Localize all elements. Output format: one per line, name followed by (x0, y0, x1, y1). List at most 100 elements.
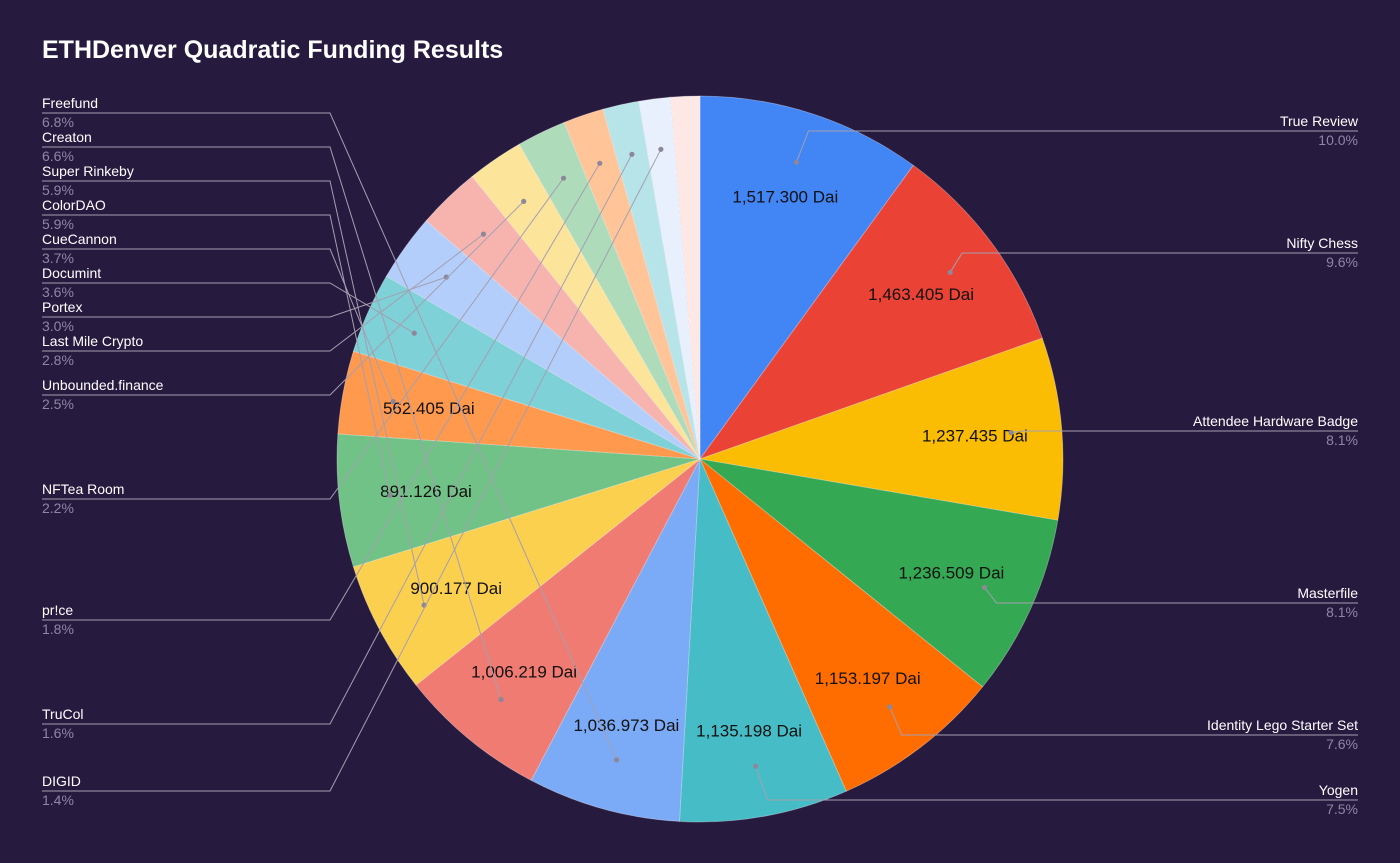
slice-percent-portex: 3.0% (42, 318, 74, 334)
leader-line-colordao (42, 214, 391, 496)
leader-dot-identity-lego-starter-set (887, 704, 893, 710)
slice-value-true-review: 1,517.300 Dai (732, 188, 838, 207)
leader-line-last-mile-crypto (42, 233, 484, 352)
leader-dot-trucol (629, 151, 635, 157)
slice-percent-masterfile: 8.1% (1326, 604, 1358, 620)
slice-percent-digid: 1.4% (42, 792, 74, 808)
slice-value-attendee-hardware-badge: 1,237.435 Dai (922, 427, 1028, 446)
leader-dot-pr-ce (597, 160, 603, 166)
slice-percent-cuecannon: 3.7% (42, 250, 74, 266)
pie-slice-super-rinkeby (352, 458, 701, 686)
pie-slice-cuecannon (337, 350, 701, 460)
slice-percent-trucol: 1.6% (42, 725, 74, 741)
slice-percent-attendee-hardware-badge: 8.1% (1326, 432, 1358, 448)
pie-slice-portex (385, 220, 701, 460)
leader-dot-yogen (753, 763, 759, 769)
slice-label-cuecannon: CueCannon (42, 231, 117, 247)
leader-dot-portex (443, 274, 449, 280)
leader-line-attendee-hardware-badge (1011, 430, 1358, 434)
leader-dot-digid (658, 146, 664, 152)
leader-line-true-review (796, 130, 1358, 163)
pie-slice-trucol (602, 100, 701, 460)
leader-dot-attendee-hardware-badge (1008, 430, 1014, 436)
slice-value-creaton: 1,006.219 Dai (471, 663, 577, 682)
pie-slice-true-review (699, 95, 914, 461)
slice-percent-nifty-chess: 9.6% (1326, 254, 1358, 270)
slice-label-documint: Documint (42, 265, 101, 281)
slice-percent-super-rinkeby: 5.9% (42, 182, 74, 198)
slice-label-masterfile: Masterfile (1297, 585, 1358, 601)
pie-slices (336, 95, 1064, 823)
slice-value-nifty-chess: 1,463.405 Dai (868, 285, 974, 304)
leader-dot-last-mile-crypto (480, 231, 487, 237)
pie-slice-identity-lego-starter-set (699, 458, 984, 792)
leader-line-digid (42, 149, 662, 792)
slice-value-colordao: 891.126 Dai (380, 482, 472, 501)
leader-line-unbounded-finance (42, 201, 525, 396)
pie-slice-unbounded-finance (471, 143, 701, 460)
pie-slice-last-mile-crypto (425, 175, 701, 460)
slice-value-labels: 1,517.300 Dai 1,463.405 Dai 1,237.435 Dai 1… (380, 188, 1028, 741)
slice-percent-documint: 3.6% (42, 284, 74, 300)
slice-label-last-mile-crypto: Last Mile Crypto (42, 333, 143, 349)
slice-label-unbounded-finance: Unbounded.finance (42, 377, 164, 393)
slice-label-super-rinkeby: Super Rinkeby (42, 163, 134, 179)
leader-line-nftea-room (42, 177, 564, 500)
slice-label-nifty-chess: Nifty Chess (1286, 235, 1358, 251)
pie-slice-slice-19 (669, 95, 701, 460)
pie-slice-creaton (415, 458, 701, 781)
leader-line-pr-ce (42, 163, 601, 621)
slice-percent-creaton: 6.6% (42, 148, 74, 164)
pie-slice-pr-ce (563, 108, 701, 460)
leader-dot-masterfile (981, 584, 988, 591)
leader-line-masterfile (984, 587, 1358, 604)
leader-line-portex (42, 276, 447, 318)
leader-line-identity-lego-starter-set (889, 706, 1358, 736)
chart-title: ETHDenver Quadratic Funding Results (42, 36, 504, 64)
leader-line-documint (42, 282, 415, 334)
leader-dot-colordao (387, 492, 393, 498)
slice-label-yogen: Yogen (1319, 782, 1358, 798)
leader-dot-cuecannon (390, 398, 396, 405)
slice-label-freefund: Freefund (42, 95, 98, 111)
slice-percent-identity-lego-starter-set: 7.6% (1326, 736, 1358, 752)
slice-label-portex: Portex (42, 299, 82, 315)
leader-line-super-rinkeby (42, 180, 425, 606)
slice-value-yogen: 1,135.198 Dai (696, 722, 802, 741)
leader-dot-freefund (614, 757, 620, 763)
slice-label-identity-lego-starter-set: Identity Lego Starter Set (1207, 717, 1358, 733)
leader-line-trucol (42, 154, 633, 725)
pie-slice-digid (638, 96, 701, 460)
slice-value-masterfile: 1,236.509 Dai (898, 564, 1004, 583)
slice-percent-pr-ce: 1.8% (42, 621, 74, 637)
slice-percent-freefund: 6.8% (42, 114, 74, 130)
pie-slice-colordao (336, 433, 701, 568)
slice-label-nftea-room: NFTea Room (42, 481, 124, 497)
pie-slice-masterfile (698, 458, 1059, 688)
pie-slice-nftea-room (518, 121, 701, 460)
slice-value-freefund: 1,036.973 Dai (573, 716, 679, 735)
slice-percent-yogen: 7.5% (1326, 801, 1358, 817)
pie-slice-yogen (679, 458, 847, 823)
slice-value-super-rinkeby: 900.177 Dai (410, 579, 502, 598)
leader-dot-nftea-room (560, 175, 567, 181)
slice-percent-nftea-room: 2.2% (42, 500, 74, 516)
leader-line-freefund (42, 112, 618, 761)
slice-value-identity-lego-starter-set: 1,153.197 Dai (815, 669, 921, 688)
slice-label-colordao: ColorDAO (42, 197, 106, 213)
leader-dot-true-review (793, 159, 800, 165)
leader-dot-nifty-chess (947, 269, 953, 275)
slice-labels: True Review 10.0% Nifty Chess 9.6% Attendee … (42, 95, 1359, 817)
leader-lines (42, 112, 1358, 801)
pie-slice-nifty-chess (698, 164, 1043, 460)
slice-label-true-review: True Review (1280, 113, 1359, 129)
slice-label-attendee-hardware-badge: Attendee Hardware Badge (1193, 413, 1358, 429)
slice-percent-unbounded-finance: 2.5% (42, 396, 74, 412)
slice-percent-last-mile-crypto: 2.8% (42, 352, 74, 368)
pie-slice-documint (352, 275, 701, 460)
slice-percent-colordao: 5.9% (42, 216, 74, 232)
leader-dot-documint (411, 330, 417, 336)
leader-dot-creaton (498, 696, 504, 703)
slice-label-pr-ce: pr!ce (42, 602, 73, 618)
